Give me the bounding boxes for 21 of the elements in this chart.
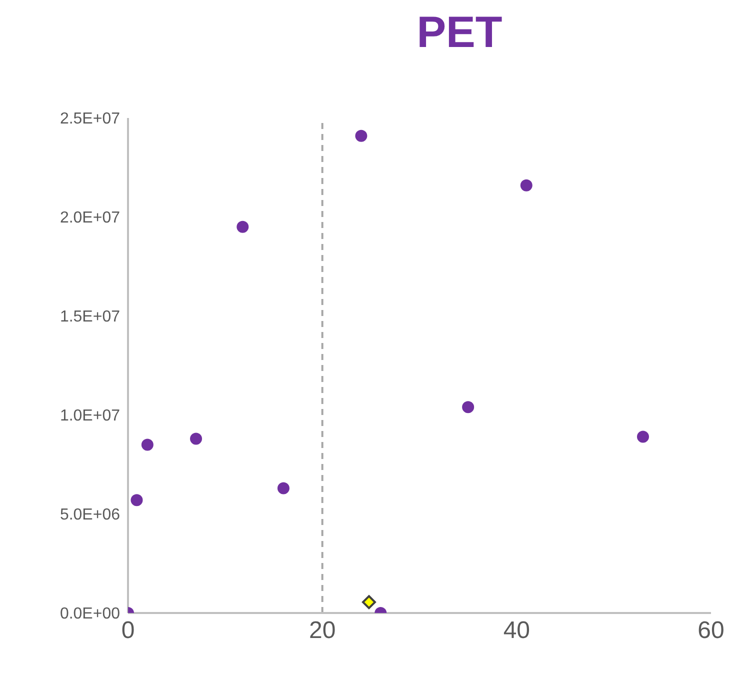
- y-tick-label: 0.0E+00: [60, 606, 120, 623]
- point: [190, 432, 202, 445]
- point: [362, 595, 376, 610]
- y-tick-label: 5.0E+06: [60, 506, 120, 524]
- y-tick-label: 1.0E+07: [60, 408, 120, 425]
- x-tick-label: 40: [503, 617, 530, 644]
- point: [462, 401, 474, 414]
- point: [236, 220, 249, 233]
- point: [130, 494, 143, 506]
- point: [636, 430, 649, 443]
- point: [277, 482, 290, 494]
- y-tick-label: 2.0E+07: [60, 210, 120, 227]
- y-tick-label: 2.5E+07: [60, 110, 120, 128]
- chart-title: PET: [416, 8, 504, 59]
- x-tick-label: 20: [308, 617, 336, 644]
- x-tick-label: 0: [121, 617, 135, 644]
- x-tick-label: 60: [698, 617, 724, 644]
- point: [520, 179, 532, 192]
- point: [141, 438, 154, 451]
- y-tick-label: 1.5E+07: [60, 308, 120, 326]
- point: [355, 130, 368, 142]
